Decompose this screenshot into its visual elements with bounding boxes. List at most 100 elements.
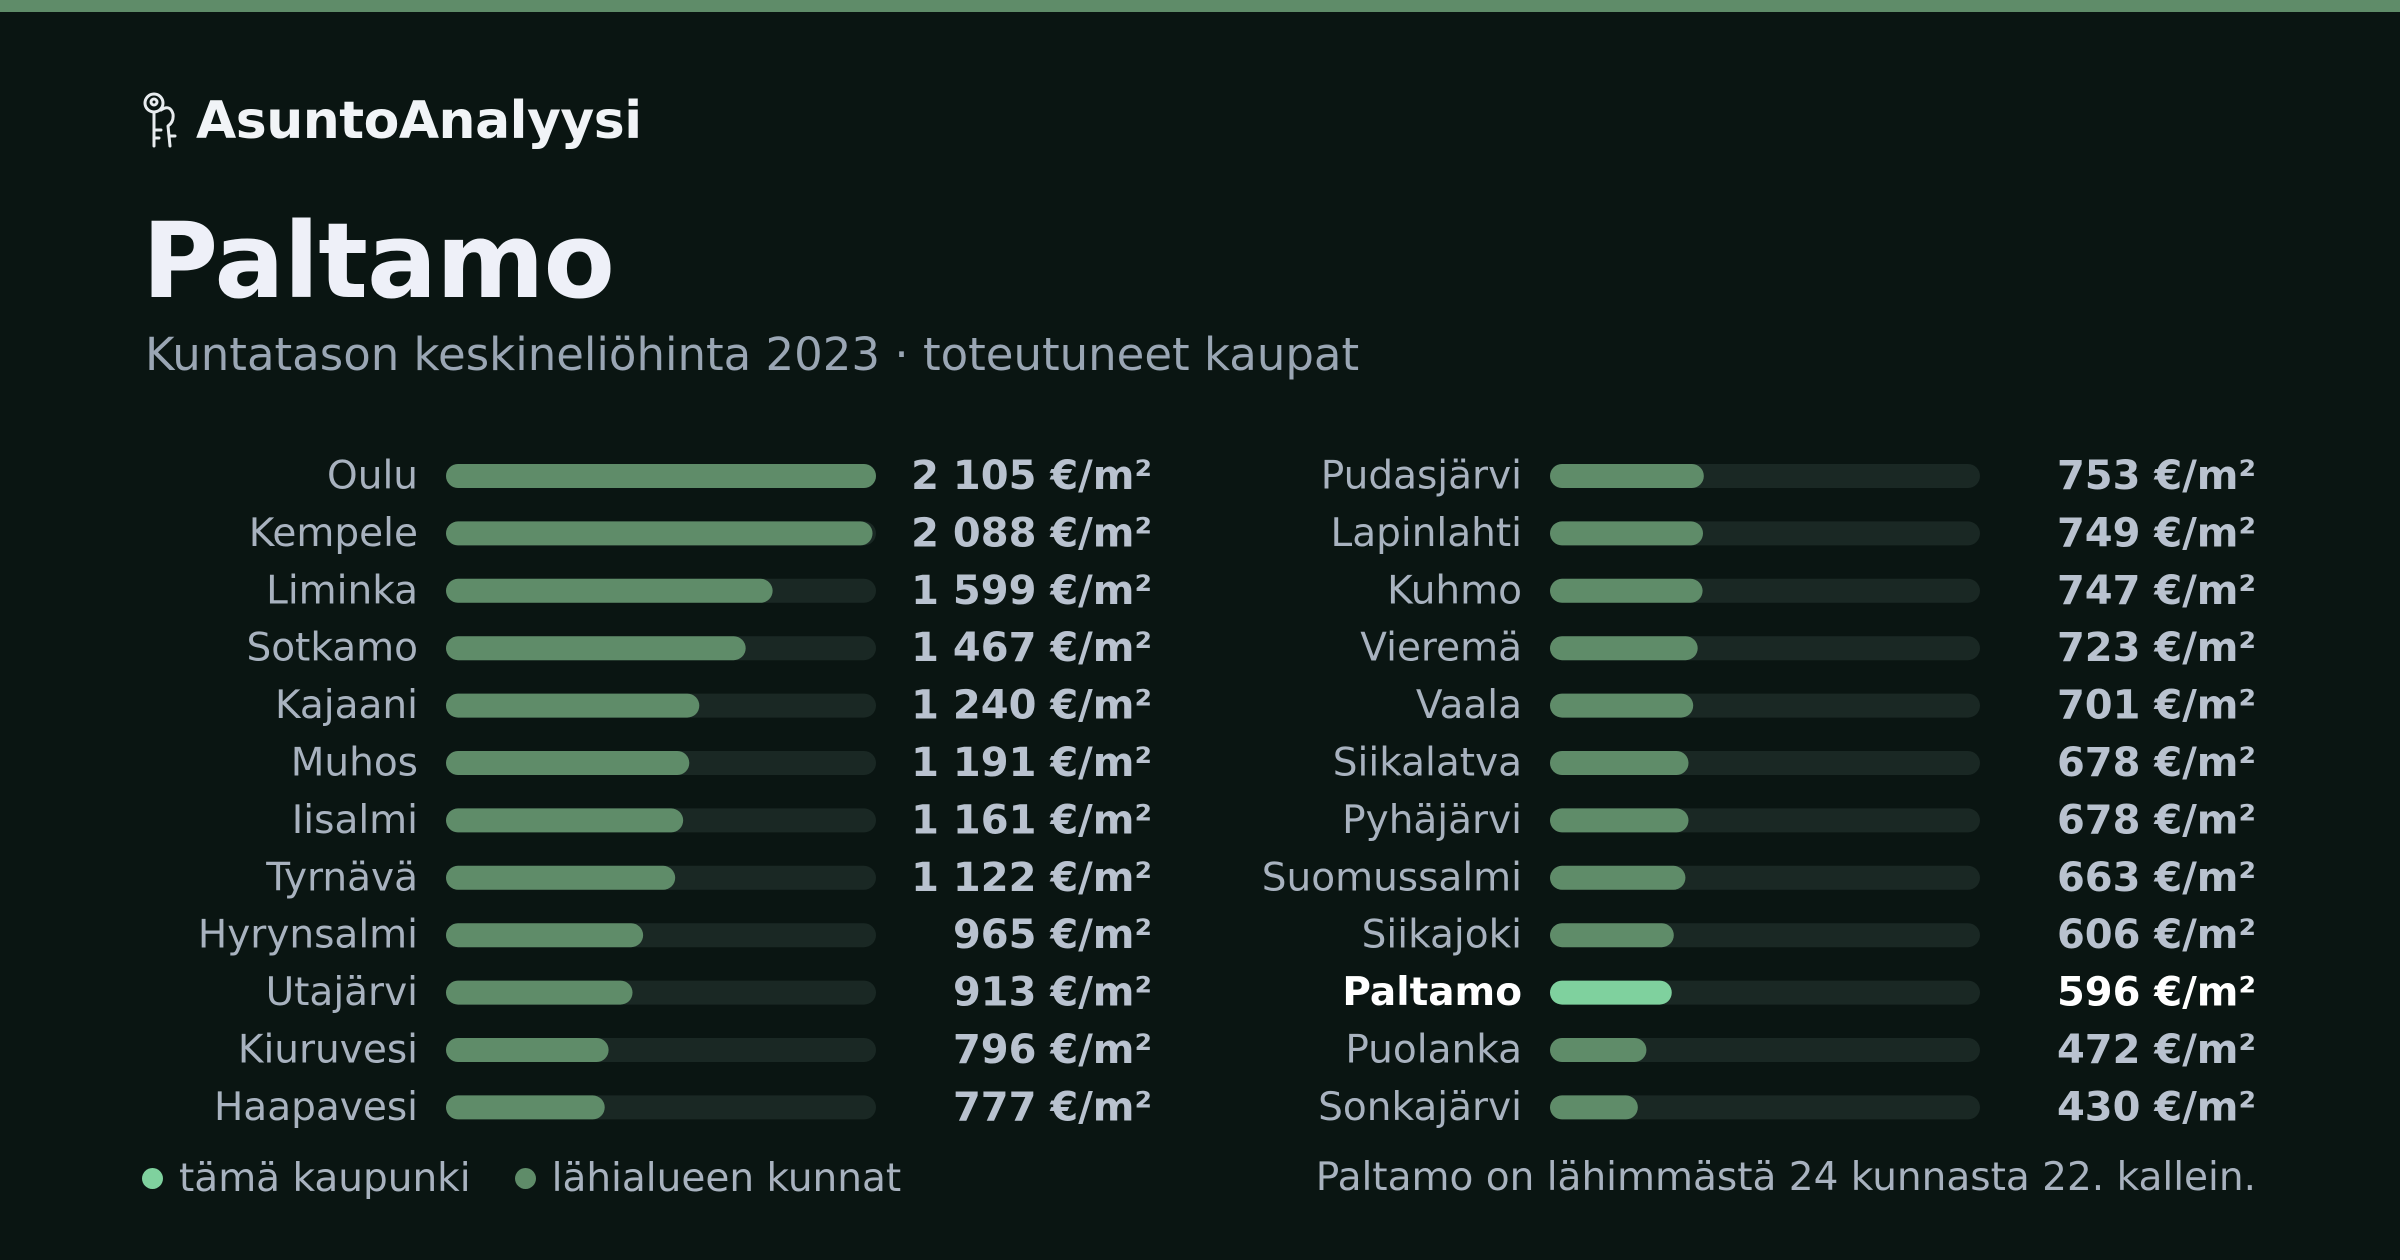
bar — [446, 578, 773, 603]
bar-value-label: 606 €/m² — [2057, 912, 2256, 958]
bar-label: Siikalatva — [1333, 741, 1522, 786]
bar-row: Kajaani 1 240 €/m² — [275, 683, 1152, 729]
bar-row: Muhos 1 191 €/m² — [291, 740, 1152, 786]
bar-label: Lapinlahti — [1330, 511, 1522, 556]
bar-track — [1550, 1038, 1980, 1062]
bar-label: Iisalmi — [292, 798, 418, 843]
bar-row: Siikajoki 606 €/m² — [1362, 912, 2256, 958]
page-subtitle: Kuntatason keskineliöhinta 2023 · toteut… — [145, 328, 1360, 381]
bar-row: Iisalmi 1 161 €/m² — [292, 797, 1152, 843]
bar-value-label: 1 122 €/m² — [911, 855, 1152, 901]
bar-label: Haapavesi — [214, 1085, 418, 1130]
bar — [1550, 693, 1694, 718]
bar-value-label: 753 €/m² — [2057, 453, 2256, 499]
legend-dot-default — [514, 1167, 536, 1189]
bar-label: Puolanka — [1345, 1028, 1522, 1073]
bar-row: Hyrynsalmi 965 €/m² — [198, 912, 1152, 958]
bar-label: Tyrnävä — [265, 855, 418, 900]
bar-value-label: 1 599 €/m² — [911, 568, 1152, 614]
bar — [446, 980, 633, 1005]
bar-value-label: 913 €/m² — [953, 970, 1152, 1016]
bar-label: Kempele — [249, 511, 418, 556]
legend-label-this-city: tämä kaupunki — [179, 1155, 471, 1201]
bar — [446, 751, 690, 775]
bar-row: Pudasjärvi 753 €/m² — [1321, 453, 2256, 499]
bar-label: Kiuruvesi — [238, 1028, 418, 1073]
legend-item-this-city: tämä kaupunki — [142, 1156, 471, 1201]
bar-row: Vieremä 723 €/m² — [1360, 625, 2256, 671]
bar — [1550, 751, 1689, 775]
bar — [446, 464, 876, 488]
bar-label: Kajaani — [275, 683, 418, 728]
bar-value-label: 2 088 €/m² — [911, 510, 1152, 556]
bar-row: Suomussalmi 663 €/m² — [1262, 855, 2256, 901]
bar — [446, 808, 684, 833]
bar-row: Haapavesi 777 €/m² — [214, 1084, 1152, 1130]
bar-value-label: 723 €/m² — [2057, 625, 2256, 671]
bar-value-label: 965 €/m² — [953, 912, 1152, 958]
bar-value-label: 701 €/m² — [2057, 683, 2256, 729]
bar-label: Suomussalmi — [1262, 855, 1522, 900]
bar-row: Sonkajärvi 430 €/m² — [1318, 1084, 2256, 1130]
bar — [1550, 521, 1704, 546]
bar — [1550, 578, 1703, 603]
bar-label: Liminka — [266, 568, 418, 613]
bar-value-label: 747 €/m² — [2057, 568, 2256, 614]
bar — [1550, 636, 1698, 661]
bar-value-label: 1 191 €/m² — [911, 740, 1152, 786]
legend-dot-highlight — [142, 1167, 163, 1189]
legend-label-nearby: lähialueen kunnat — [551, 1155, 902, 1201]
bar — [446, 865, 676, 890]
bar-label: Paltamo — [1342, 970, 1522, 1015]
bar — [1550, 923, 1674, 948]
legend-item-nearby: lähialueen kunnat — [514, 1155, 902, 1201]
legend: tämä kaupunki lähialueen kunnat — [142, 1152, 901, 1204]
bar-row: Utajärvi 913 €/m² — [266, 970, 1152, 1016]
bar-label: Siikajoki — [1362, 913, 1522, 958]
bar — [446, 923, 644, 948]
bar-label: Hyrynsalmi — [198, 913, 418, 958]
bar-value-label: 663 €/m² — [2057, 855, 2256, 901]
bar-row: Kempele 2 088 €/m² — [249, 510, 1152, 556]
bar-highlight — [1550, 980, 1672, 1005]
bar-row: Kiuruvesi 796 €/m² — [238, 1027, 1152, 1073]
bar — [446, 636, 746, 661]
bar-value-label: 1 161 €/m² — [911, 797, 1152, 843]
bar — [446, 1038, 609, 1062]
bar — [446, 693, 700, 718]
bar — [446, 1095, 605, 1120]
bar-value-label: 678 €/m² — [2057, 740, 2256, 786]
bar — [1550, 808, 1689, 833]
bar-value-label: 678 €/m² — [2057, 797, 2256, 843]
bar-value-label: 596 €/m² — [2057, 970, 2256, 1016]
bar-row: Liminka 1 599 €/m² — [266, 568, 1152, 614]
top-accent-bar — [0, 0, 2400, 12]
bar-label: Oulu — [327, 454, 418, 499]
bar-row: Siikalatva 678 €/m² — [1333, 740, 2256, 786]
bar-row: Puolanka 472 €/m² — [1345, 1027, 2256, 1073]
brand-name: AsuntoAnalyysi — [196, 91, 642, 151]
bar-label: Utajärvi — [266, 970, 418, 1015]
bar — [1550, 464, 1704, 488]
brand: AsuntoAnalyysi — [140, 90, 642, 152]
bar-label: Sonkajärvi — [1318, 1085, 1522, 1130]
bar-label: Vieremä — [1360, 626, 1522, 671]
bar-row: Lapinlahti 749 €/m² — [1330, 510, 2256, 556]
bar-value-label: 777 €/m² — [953, 1084, 1152, 1130]
bar-track — [1550, 1095, 1980, 1120]
bar-row: Pyhäjärvi 678 €/m² — [1342, 797, 2256, 843]
bar — [1550, 1038, 1647, 1062]
bar-value-label: 749 €/m² — [2057, 510, 2256, 556]
page-title: Paltamo — [142, 200, 615, 322]
bar-label: Sotkamo — [246, 626, 418, 671]
bar-row: Vaala 701 €/m² — [1416, 683, 2256, 729]
bar-label: Pyhäjärvi — [1342, 798, 1522, 843]
bar-row: Sotkamo 1 467 €/m² — [246, 625, 1152, 671]
bar-label: Vaala — [1416, 683, 1522, 728]
bar-value-label: 2 105 €/m² — [911, 453, 1152, 499]
bar-label: Kuhmo — [1387, 568, 1522, 613]
bar-value-label: 472 €/m² — [2057, 1027, 2256, 1073]
bar-row: Oulu 2 105 €/m² — [327, 453, 1152, 499]
bar-value-label: 430 €/m² — [2057, 1084, 2256, 1130]
